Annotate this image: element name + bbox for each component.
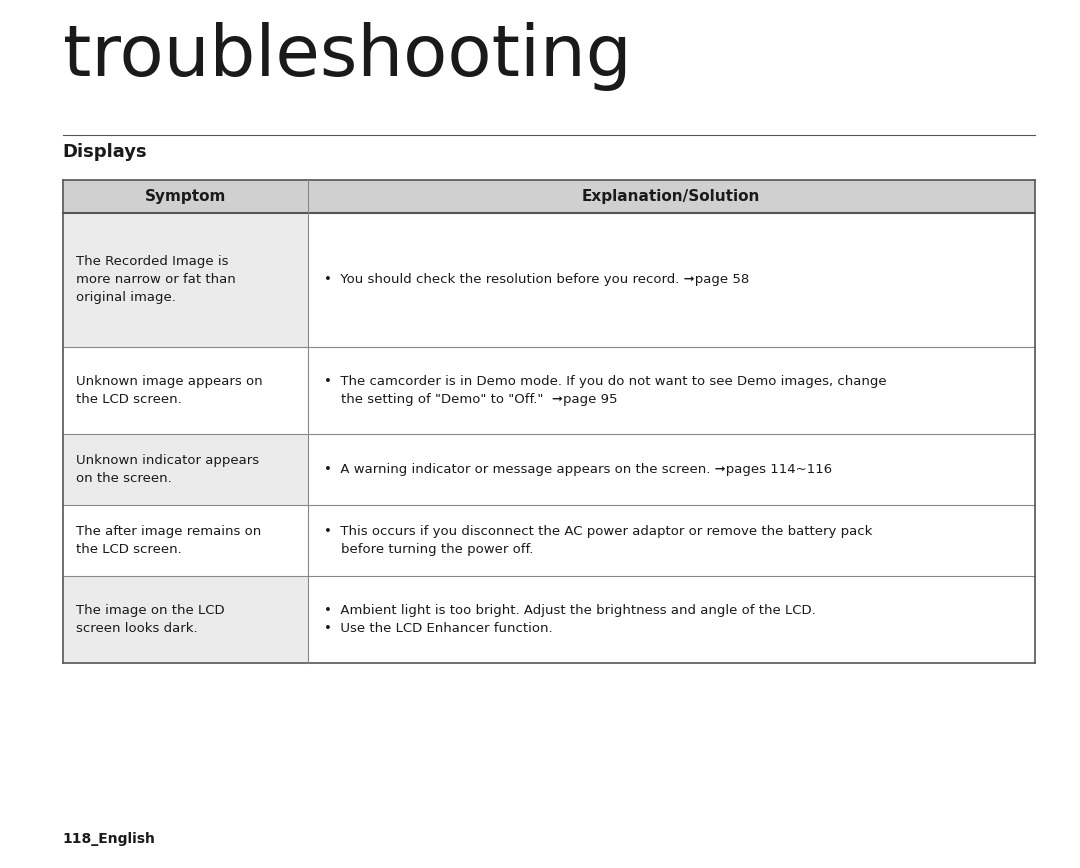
Text: Explanation/Solution: Explanation/Solution bbox=[582, 188, 760, 204]
Text: Unknown image appears on
the LCD screen.: Unknown image appears on the LCD screen. bbox=[76, 375, 262, 406]
Bar bbox=[63, 347, 308, 434]
Bar bbox=[63, 505, 308, 576]
Text: Symptom: Symptom bbox=[145, 188, 226, 204]
Bar bbox=[308, 347, 1035, 434]
Bar bbox=[63, 576, 308, 663]
Text: •  A warning indicator or message appears on the screen. ➞pages 114~116: • A warning indicator or message appears… bbox=[324, 464, 832, 476]
Text: The image on the LCD
screen looks dark.: The image on the LCD screen looks dark. bbox=[76, 604, 225, 635]
Bar bbox=[63, 180, 1035, 213]
Text: •  You should check the resolution before you record. ➞page 58: • You should check the resolution before… bbox=[324, 273, 750, 286]
Text: 118_English: 118_English bbox=[63, 832, 156, 846]
Bar bbox=[308, 576, 1035, 663]
Text: •  This occurs if you disconnect the AC power adaptor or remove the battery pack: • This occurs if you disconnect the AC p… bbox=[324, 525, 873, 556]
Bar bbox=[63, 434, 308, 505]
Bar bbox=[63, 213, 308, 347]
Text: •  Ambient light is too bright. Adjust the brightness and angle of the LCD.
•  U: • Ambient light is too bright. Adjust th… bbox=[324, 604, 815, 635]
Text: •  The camcorder is in Demo mode. If you do not want to see Demo images, change
: • The camcorder is in Demo mode. If you … bbox=[324, 375, 887, 406]
Bar bbox=[308, 505, 1035, 576]
Text: The after image remains on
the LCD screen.: The after image remains on the LCD scree… bbox=[76, 525, 261, 556]
Bar bbox=[308, 434, 1035, 505]
Bar bbox=[308, 213, 1035, 347]
Text: troubleshooting: troubleshooting bbox=[63, 23, 632, 91]
Text: Displays: Displays bbox=[63, 142, 147, 161]
Text: The Recorded Image is
more narrow or fat than
original image.: The Recorded Image is more narrow or fat… bbox=[76, 255, 235, 305]
Text: Unknown indicator appears
on the screen.: Unknown indicator appears on the screen. bbox=[76, 454, 259, 485]
